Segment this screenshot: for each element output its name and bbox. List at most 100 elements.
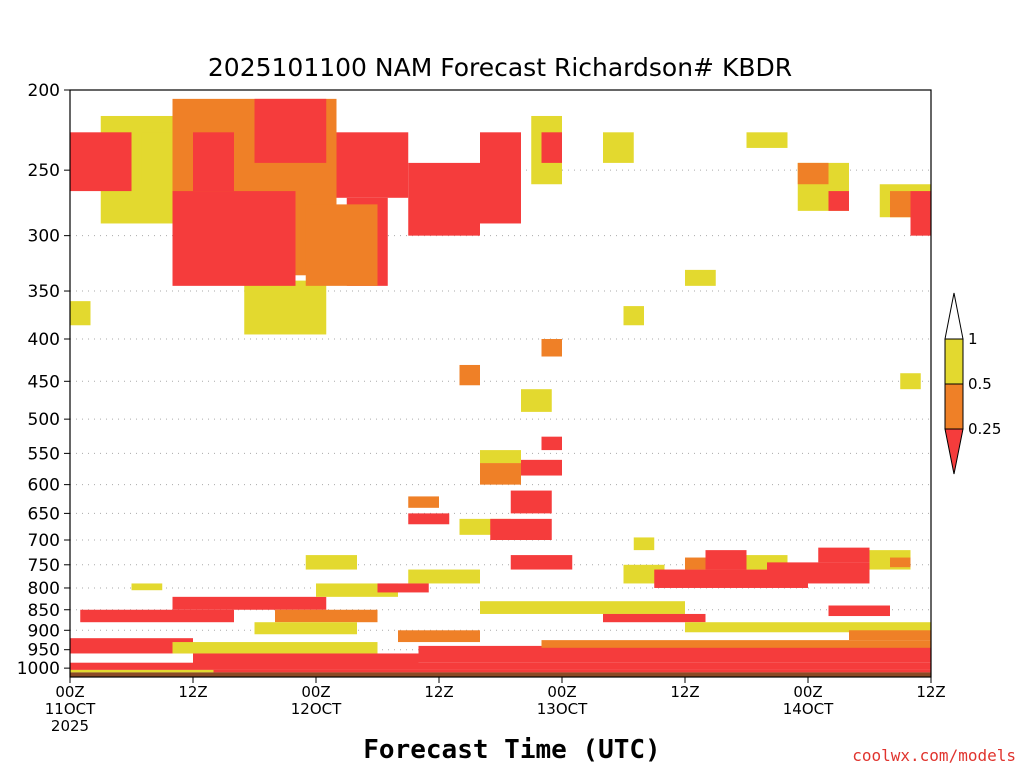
- x-tick-label-0-1: 11OCT: [45, 700, 96, 718]
- ri-cell-28: [459, 364, 480, 386]
- legend-label-1: 0.5: [968, 375, 992, 393]
- ri-cell-55: [377, 583, 429, 593]
- ri-cell-22: [890, 191, 911, 218]
- legend-swatch-0.25-0.5: [944, 383, 964, 430]
- ri-cell-26: [623, 306, 644, 326]
- x-tick-label-1-0: 12Z: [178, 683, 207, 701]
- ri-cell-32: [510, 490, 552, 514]
- y-tick-label-200: 200: [28, 81, 60, 101]
- ri-cell-6: [193, 132, 234, 192]
- ri-cell-15: [603, 132, 634, 163]
- x-tick-label-0-2: 2025: [51, 717, 89, 735]
- x-tick-label-7-0: 12Z: [916, 683, 945, 701]
- ri-cell-19: [828, 191, 849, 211]
- y-tick-label-600: 600: [28, 476, 60, 496]
- y-axis: 200 250 300 350 400 450 500 550 600 650 700 750 8008…: [17, 81, 70, 679]
- ri-cell-34: [480, 450, 521, 464]
- surface-band: [70, 672, 931, 677]
- y-tick-label-1000: 1000: [17, 659, 60, 679]
- ri-cell-7: [254, 98, 327, 163]
- y-tick-label-700: 700: [28, 531, 60, 551]
- legend-label-2: 0.25: [968, 420, 1001, 438]
- x-tick-label-2-0: 00Z: [301, 683, 330, 701]
- ri-cell-60: [480, 601, 685, 614]
- y-tick-label-650: 650: [28, 504, 60, 524]
- x-tick-label-3-0: 12Z: [424, 683, 453, 701]
- y-tick-label-950: 950: [28, 641, 60, 661]
- ri-cell-33: [480, 463, 521, 485]
- ri-cell-57: [275, 609, 378, 623]
- ri-cell-51: [890, 557, 911, 568]
- y-tick-label-550: 550: [28, 444, 60, 464]
- richardson-cells: [70, 98, 931, 673]
- ri-cell-24: [685, 269, 716, 286]
- ri-cell-62: [685, 622, 931, 633]
- x-tick-label-6-1: 14OCT: [783, 700, 834, 718]
- y-tick-label-400: 400: [28, 330, 60, 350]
- ri-cell-5: [172, 191, 296, 286]
- ri-cell-31: [521, 459, 562, 476]
- y-tick-label-850: 850: [28, 601, 60, 621]
- y-tick-label-300: 300: [28, 227, 60, 247]
- y-tick-label-800: 800: [28, 579, 60, 599]
- ri-cell-25: [900, 373, 921, 390]
- legend-swatch-0.5-1: [944, 338, 964, 385]
- ri-cell-56: [80, 609, 234, 623]
- ri-cell-10: [408, 162, 480, 236]
- x-tick-label-2-1: 12OCT: [291, 700, 342, 718]
- x-axis-title: Forecast Time (UTC): [363, 735, 660, 765]
- ri-cell-66: [172, 642, 378, 654]
- x-tick-label-6-0: 00Z: [793, 683, 822, 701]
- y-tick-label-450: 450: [28, 372, 60, 392]
- ri-cell-52: [131, 583, 163, 591]
- ri-cell-16: [746, 132, 788, 148]
- legend-swatch-below-0.25: [944, 428, 964, 475]
- y-tick-label-350: 350: [28, 282, 60, 302]
- ri-cell-39: [633, 537, 655, 551]
- chart-title: 2025101100 NAM Forecast Richardson# KBDR: [208, 53, 792, 82]
- ri-cell-67: [193, 653, 419, 665]
- y-tick-label-500: 500: [28, 410, 60, 430]
- ri-cell-72: [213, 669, 931, 673]
- x-tick-label-5-0: 12Z: [670, 683, 699, 701]
- ri-cell-71: [70, 669, 214, 673]
- ri-cell-1: [244, 280, 327, 335]
- ri-cell-68: [418, 645, 931, 663]
- ri-cell-48: [767, 562, 870, 584]
- ri-cell-18: [797, 162, 829, 185]
- credit-link[interactable]: coolwx.com/models: [852, 746, 1016, 765]
- ri-cell-4: [70, 132, 132, 192]
- x-tick-label-4-0: 00Z: [547, 683, 576, 701]
- ri-cell-27: [521, 389, 552, 412]
- ri-cell-14: [541, 132, 562, 163]
- ri-cell-70: [70, 662, 931, 670]
- ri-cell-69: [541, 640, 931, 648]
- y-tick-label-750: 750: [28, 556, 60, 576]
- ri-cell-8: [336, 132, 409, 198]
- ri-cell-29: [541, 338, 562, 357]
- legend: 1 0.5 0.25: [944, 292, 1001, 475]
- ri-cell-63: [828, 605, 890, 617]
- ri-cell-40: [305, 555, 357, 570]
- plot-frame: [69, 89, 932, 678]
- ri-cell-30: [541, 436, 562, 451]
- ri-cell-49: [818, 547, 870, 563]
- ri-cell-41: [408, 569, 480, 584]
- ri-cell-23: [70, 301, 91, 326]
- ri-cell-35: [408, 496, 439, 508]
- ri-cell-12: [305, 204, 378, 286]
- ri-cell-38: [490, 518, 552, 541]
- ri-cell-36: [408, 513, 450, 525]
- ri-cell-65: [70, 638, 193, 654]
- ri-cell-42: [510, 555, 573, 570]
- ri-cell-11: [480, 132, 521, 224]
- ri-cell-61: [603, 613, 706, 623]
- y-tick-label-250: 250: [28, 161, 60, 181]
- ri-cell-58: [254, 622, 357, 635]
- ri-cell-64: [849, 630, 931, 641]
- ri-cell-46: [705, 550, 747, 570]
- ri-cell-59: [398, 630, 480, 643]
- ri-cell-53: [172, 596, 327, 610]
